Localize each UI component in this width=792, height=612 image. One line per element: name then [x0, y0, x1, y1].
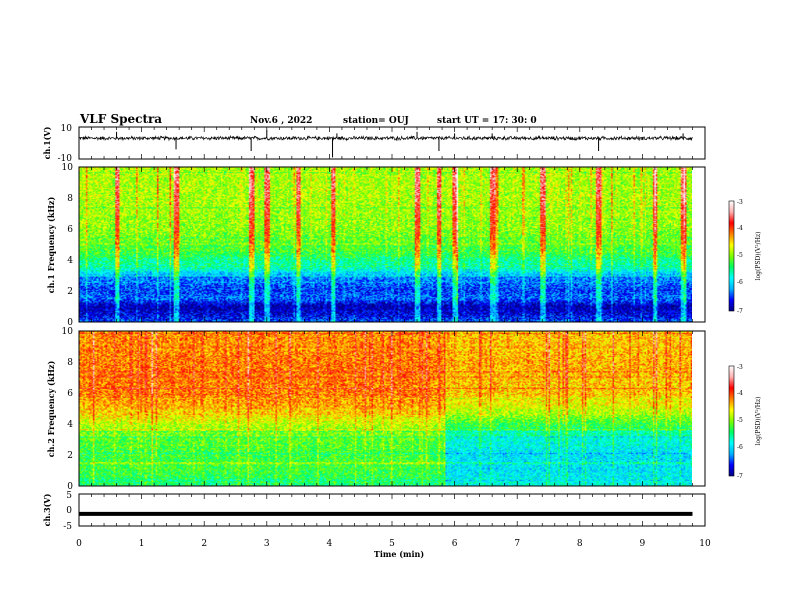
- ch1-trace: [78, 134, 693, 142]
- ch2-spectrogram-yticklabels: 0 2 4 6 8 10: [62, 327, 74, 492]
- ch2-spectrogram-ylabel: ch.2 Frequency (kHz): [46, 361, 56, 458]
- ch1-ylabel: ch.1(V): [42, 126, 52, 159]
- ch1-ytick-top: 10: [61, 124, 73, 134]
- ch2-ytick-6: 6: [67, 389, 73, 399]
- time-tick-label: 6: [452, 539, 458, 549]
- ch2-colorbar-label: log(PSD)(V²/Hz): [755, 397, 762, 446]
- ch1-ytick-0: 0: [67, 318, 73, 328]
- ch1-cb-tick-m6: -6: [737, 279, 743, 286]
- ch2-cb-tick-m4: -4: [737, 390, 743, 397]
- ch2-spectrogram-image: [79, 331, 692, 486]
- time-tick-label: 8: [577, 539, 583, 549]
- ch2-spectrogram-xticks: [78, 331, 706, 486]
- ch1-spectrogram-ylabel: ch.1 Frequency (kHz): [46, 197, 56, 294]
- ch3-ylabel: ch.3(V): [42, 493, 52, 526]
- ch1-spectrogram-xticks: [78, 167, 706, 322]
- ch3-waveform-panel: 5 0 -5 ch.3(V) 0 1 2 3 4 5 6 7 8 9 10 Time (min): [42, 491, 711, 559]
- time-tick-label: 4: [327, 539, 333, 549]
- ch2-ytick-10: 10: [62, 327, 74, 337]
- time-axis-label: Time (min): [374, 549, 424, 559]
- ch3-ytick-m5: -5: [63, 522, 72, 532]
- time-tick-label: 7: [514, 539, 520, 549]
- ch3-ytick-5: 5: [66, 491, 72, 501]
- ch2-colorbar-frame: [728, 365, 735, 477]
- figure-date: Nov.6 , 2022: [250, 116, 312, 126]
- ch1-colorbar-label: log(PSD)(V²/Hz): [755, 232, 762, 281]
- ch1-colorbar-ticklabels: -3 -4 -5 -6 -7: [737, 199, 743, 315]
- ch1-xticks: [78, 127, 706, 159]
- time-tick-label: 10: [699, 539, 711, 549]
- ch1-spikes: [116, 130, 684, 158]
- figure-start-time: start UT = 17: 30: 0: [437, 116, 537, 126]
- ch1-cb-tick-m7: -7: [737, 308, 743, 315]
- ch1-cb-tick-m3: -3: [737, 199, 743, 206]
- ch1-ytick-2: 2: [67, 287, 73, 297]
- time-tick-label: 3: [264, 539, 270, 549]
- ch2-spectrogram-panel: 0 2 4 6 8 10 ch.2 Frequency (kHz) -3 -4 …: [46, 327, 762, 492]
- ch2-cb-tick-m3: -3: [737, 364, 743, 371]
- ch2-ytick-8: 8: [67, 358, 73, 368]
- ch1-cb-tick-m5: -5: [737, 252, 743, 259]
- ch1-spectrogram-image: [79, 167, 692, 322]
- ch1-ytick-6: 6: [67, 225, 73, 235]
- time-tick-label: 5: [389, 539, 395, 549]
- ch2-colorbar: [729, 366, 734, 476]
- time-tick-label: 2: [201, 539, 207, 549]
- ch1-ytick-4: 4: [67, 256, 73, 266]
- ch1-colorbar: [729, 201, 734, 311]
- ch1-cb-tick-m4: -4: [737, 225, 743, 232]
- figure-station: station= OUJ: [343, 116, 409, 126]
- time-tick-label: 9: [640, 539, 646, 549]
- time-tick-label: 1: [139, 539, 145, 549]
- ch2-colorbar-ticklabels: -3 -4 -5 -6 -7: [737, 364, 743, 480]
- ch1-spectrogram-panel: 0 2 4 6 8 10 ch.1 Frequency (kHz) -3 -4 …: [46, 163, 762, 328]
- ch2-cb-tick-m7: -7: [737, 473, 743, 480]
- ch1-colorbar-frame: [728, 200, 735, 312]
- ch2-cb-tick-m6: -6: [737, 444, 743, 451]
- ch2-ytick-4: 4: [67, 420, 73, 430]
- ch2-ytick-2: 2: [67, 451, 73, 461]
- ch1-spectrogram-yticklabels: 0 2 4 6 8 10: [62, 163, 74, 328]
- ch3-xticks: [78, 494, 706, 526]
- ch2-cb-tick-m5: -5: [737, 417, 743, 424]
- ch2-ytick-0: 0: [67, 482, 73, 492]
- time-tick-label: 0: [76, 539, 82, 549]
- ch3-ytick-0: 0: [66, 506, 72, 516]
- ch1-waveform-panel: 10 -10 ch.1(V): [42, 124, 706, 164]
- ch1-ytick-8: 8: [67, 194, 73, 204]
- ch1-ytick-bottom: -10: [58, 154, 73, 164]
- ch1-ytick-10: 10: [62, 163, 74, 173]
- figure-title: VLF Spectra: [79, 112, 162, 126]
- time-tick-labels: 0 1 2 3 4 5 6 7 8 9 10: [76, 539, 711, 549]
